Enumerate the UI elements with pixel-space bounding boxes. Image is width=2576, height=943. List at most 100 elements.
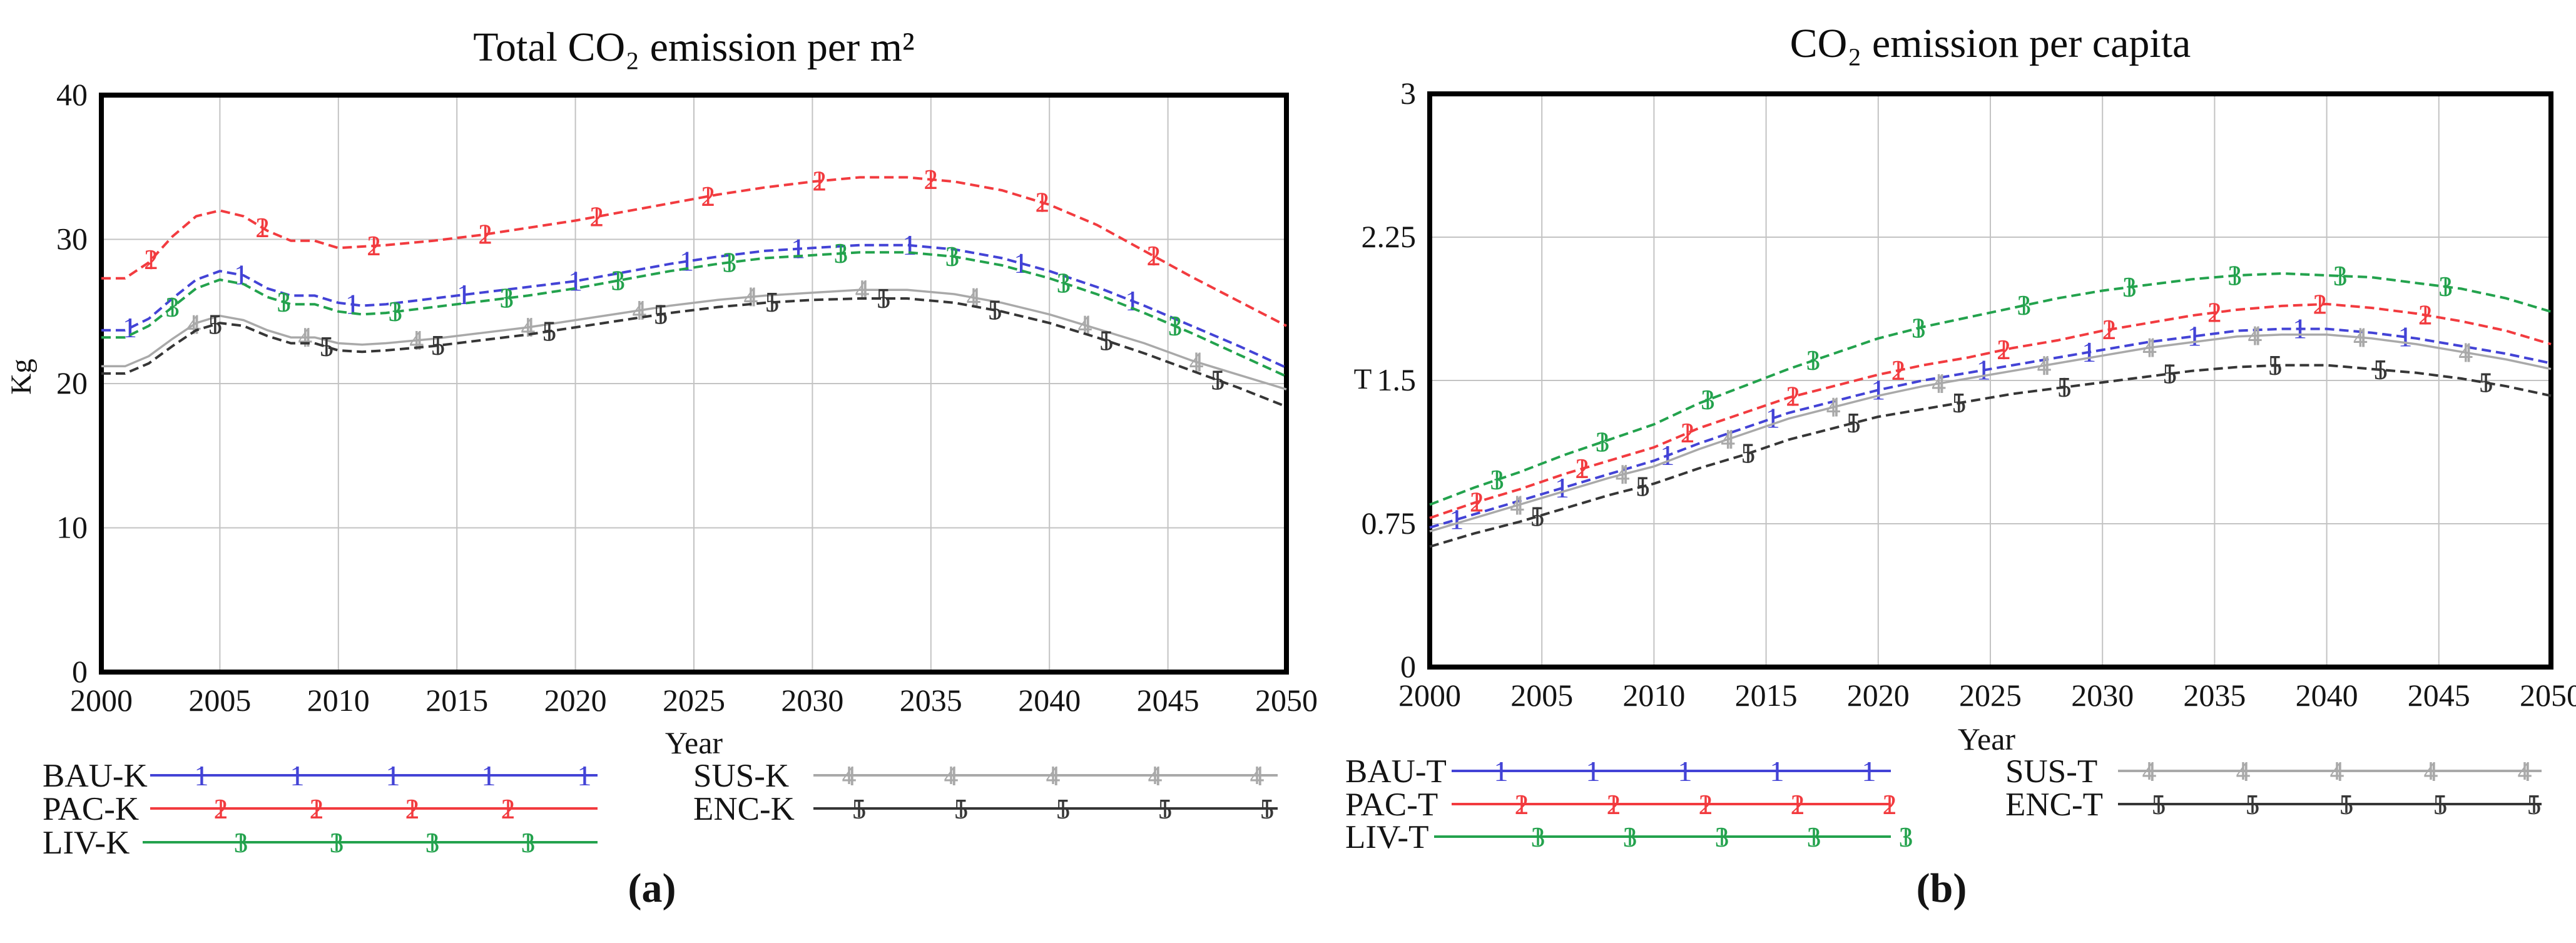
y-tick-label: 40 [56, 77, 88, 112]
legend-marker-digit: 5 [1260, 793, 1275, 825]
curve-marker-digit: 3 [2438, 270, 2453, 302]
curve-marker-digit: 4 [2142, 332, 2157, 364]
curve-marker-digit: 5 [319, 330, 333, 362]
curve-marker-digit: 4 [1510, 489, 1524, 521]
curve-marker-digit: 1 [791, 233, 805, 265]
legend-row-SUS-K: SUS-K 4 4 4 4 4 [693, 758, 1278, 794]
legend-row-BAU-K: BAU-K 1 1 1 1 1 [43, 758, 598, 794]
series-SUS-T: 4 4 4 4 4 4 4 4 4 4 [1429, 320, 2552, 533]
chart-b-x-axis-label: Year [1957, 721, 2016, 757]
y-tick-label: 20 [56, 365, 88, 400]
x-tick-label: 2050 [1255, 683, 1318, 718]
series-line-LIV-T [1429, 272, 2552, 506]
series-LIV-T: 3 3 3 3 3 3 3 3 3 3 [1429, 259, 2552, 506]
legend-label: PAC-K [43, 791, 139, 827]
curve-marker-digit: 1 [234, 258, 248, 290]
curve-marker-digit: 4 [1721, 423, 1735, 455]
x-tick-label: 2045 [1137, 683, 1199, 718]
curve-marker-digit: 1 [2293, 313, 2307, 345]
legend-marker-digit: 3 [1531, 821, 1545, 853]
curve-marker-digit: 4 [2037, 349, 2052, 381]
legend-marker-digit: 1 [1586, 755, 1601, 787]
y-tick-label: 10 [56, 510, 88, 545]
series-line-LIV-K [101, 251, 1287, 378]
legend-marker-digit: 1 [1770, 755, 1784, 787]
curve-marker-digit: 4 [855, 273, 869, 305]
curve-marker-digit: 2 [924, 163, 938, 195]
legend-marker-digit: 1 [1862, 755, 1876, 787]
series-PAC-T: 2 2 2 2 2 2 2 2 2 2 [1429, 288, 2552, 519]
legend-marker-digit: 3 [1623, 821, 1637, 853]
legend-marker-digit: 5 [2527, 788, 2542, 820]
curve-marker-digit: 5 [2373, 354, 2388, 385]
curve-marker-digit: 3 [833, 237, 848, 269]
x-tick-label: 2010 [307, 683, 370, 718]
curve-marker-digit: 4 [186, 308, 201, 340]
legend-marker-digit: 4 [842, 760, 857, 792]
x-tick-label: 2005 [188, 683, 251, 718]
legend: BAU-T 1 1 1 1 1 PAC-T 2 2 2 2 2 LIV-T 3 3 3 3 3 SUS-T 4 4 4 4 4… [1345, 753, 2542, 855]
legend-marker-digit: 2 [214, 793, 228, 825]
curve-marker-digit: 2 [1681, 417, 1695, 449]
series-line-PAC-T [1429, 302, 2552, 519]
legend-marker-digit: 2 [310, 793, 324, 825]
curve-marker-digit: 3 [611, 264, 625, 296]
legend-marker-digit: 3 [1899, 821, 1913, 853]
chart-a-x-axis-label: Year [664, 725, 723, 760]
curve-marker-digit: 4 [1189, 345, 1204, 377]
legend-label: SUS-T [2005, 753, 2097, 790]
x-tick-label: 2030 [781, 683, 843, 718]
x-tick-label: 2000 [70, 683, 133, 718]
curve-marker-digit: 4 [521, 311, 535, 343]
caption-a: (a) [628, 865, 676, 911]
chart-a-title: Total CO₂ emission per m² [473, 24, 915, 70]
legend-row-ENC-K: ENC-K 5 5 5 5 5 [693, 791, 1278, 827]
x-tick-label: 2030 [2071, 678, 2134, 713]
x-tick-label: 2040 [2296, 678, 2358, 713]
x-tick-label: 2040 [1018, 683, 1081, 718]
curve-marker-digit: 2 [1891, 354, 1906, 386]
curve-marker-digit: 1 [2187, 320, 2202, 352]
y-tick-labels: 0 10 20 30 40 [56, 77, 88, 689]
plot-frame [99, 93, 1289, 675]
curve-marker-digit: 3 [722, 246, 736, 278]
x-tick-label: 2035 [900, 683, 962, 718]
series-ENC-T: 5 5 5 5 5 5 5 5 5 5 [1429, 349, 2552, 548]
curve-marker-digit: 3 [1056, 267, 1071, 298]
x-tick-label: 2050 [2520, 678, 2576, 713]
curve-marker-digit: 5 [1846, 407, 1861, 439]
curve-marker-digit: 1 [1014, 247, 1028, 279]
x-tick-label: 2015 [1735, 678, 1798, 713]
legend-marker-digit: 4 [1046, 760, 1061, 792]
curve-marker-digit: 2 [2207, 297, 2222, 329]
curve-marker-digit: 5 [1952, 387, 1966, 419]
legend-marker-digit: 3 [330, 827, 344, 859]
curve-marker-digit: 4 [2248, 320, 2262, 352]
legend-marker-digit: 2 [1883, 788, 1897, 820]
curve-marker-digit: 1 [123, 312, 137, 344]
legend-marker-digit: 5 [2339, 788, 2354, 820]
y-tick-label: 0 [72, 654, 88, 689]
curve-marker-digit: 1 [1660, 439, 1674, 471]
curve-marker-digit: 2 [812, 165, 827, 196]
gridlines [1430, 94, 2551, 667]
y-tick-label: 0 [1400, 649, 1416, 684]
curve-marker-digit: 5 [430, 329, 445, 361]
curve-marker-digit: 5 [765, 286, 780, 318]
legend-marker-digit: 1 [195, 760, 209, 792]
curve-marker-digit: 3 [499, 282, 514, 314]
legend-marker-digit: 1 [290, 760, 305, 792]
legend-row-PAC-T: PAC-T 2 2 2 2 2 [1345, 787, 1897, 823]
legend-row-LIV-K: LIV-K 3 3 3 3 [43, 825, 598, 861]
legend-marker-digit: 4 [1250, 760, 1265, 792]
curve-marker-digit: 5 [208, 308, 222, 340]
x-tick-label: 2005 [1510, 678, 1573, 713]
curve-marker-digit: 1 [1977, 354, 1991, 386]
curve-marker-digit: 4 [632, 294, 646, 326]
curve-marker-digit: 5 [2479, 367, 2493, 399]
legend-marker-digit: 5 [852, 793, 867, 825]
curve-marker-digit: 2 [1470, 486, 1484, 517]
curve-marker-digit: 4 [1078, 309, 1092, 341]
curve-marker-digit: 2 [2313, 288, 2327, 320]
